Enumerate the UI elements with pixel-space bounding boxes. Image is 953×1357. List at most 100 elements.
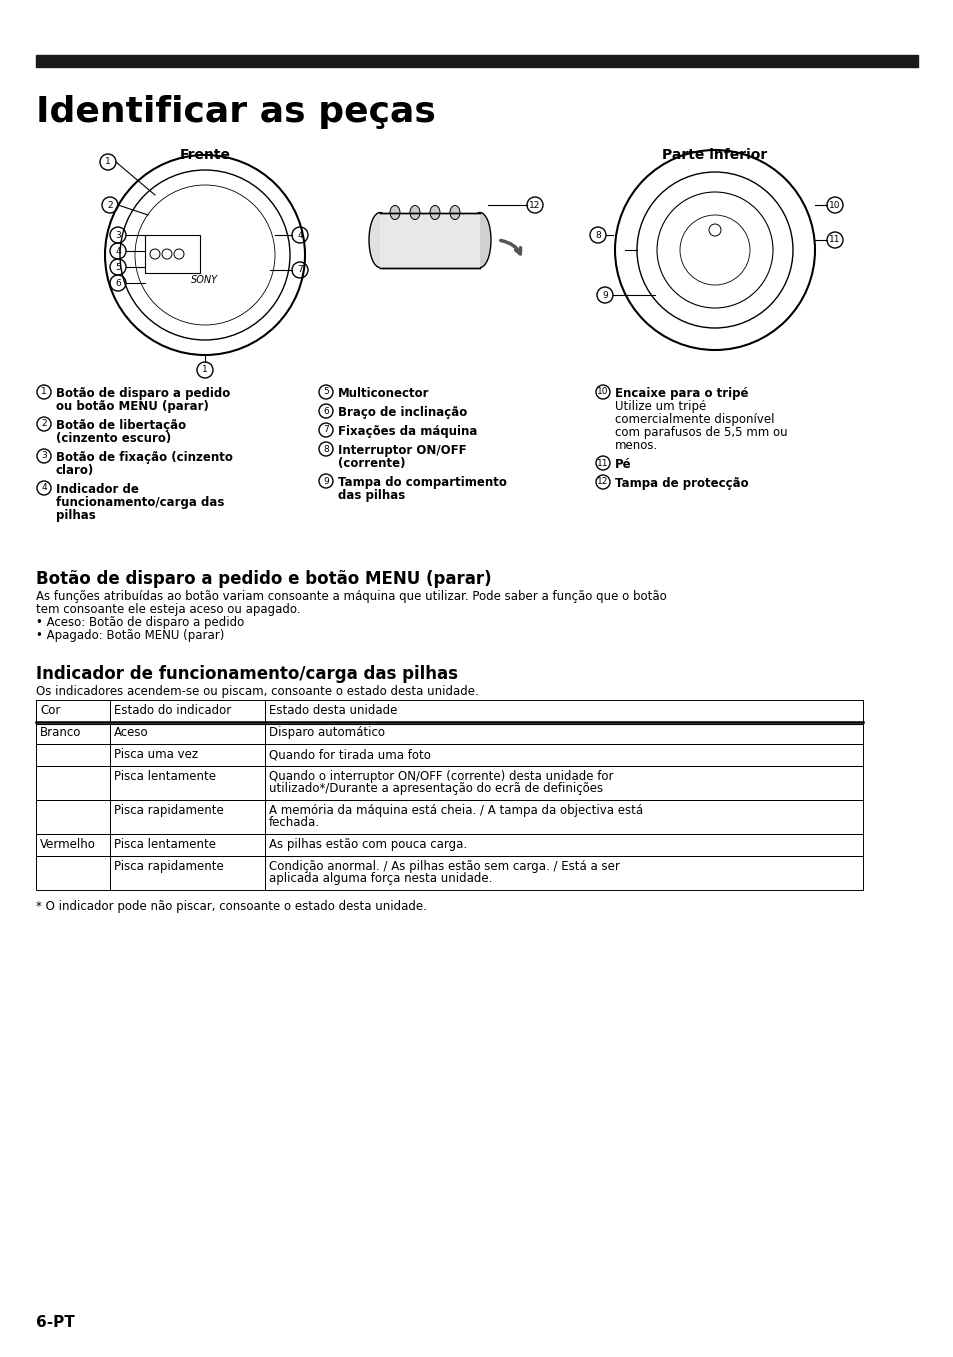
- Text: Parte inferior: Parte inferior: [661, 148, 767, 161]
- Text: (cinzento escuro): (cinzento escuro): [56, 432, 172, 445]
- Bar: [110, 765, 265, 801]
- Bar: [265, 765, 862, 801]
- Text: Tampa de protecção: Tampa de protecção: [615, 478, 748, 490]
- Text: 12: 12: [597, 478, 608, 487]
- Text: 9: 9: [323, 476, 329, 486]
- Text: 11: 11: [828, 236, 840, 244]
- Text: Cor: Cor: [40, 704, 60, 716]
- Text: (corrente): (corrente): [337, 457, 405, 470]
- Bar: [110, 801, 265, 835]
- Ellipse shape: [369, 213, 391, 267]
- Text: 6: 6: [115, 278, 121, 288]
- Text: com parafusos de 5,5 mm ou: com parafusos de 5,5 mm ou: [615, 426, 787, 440]
- Text: Branco: Branco: [40, 726, 81, 740]
- Ellipse shape: [410, 205, 419, 220]
- Text: Identificar as peças: Identificar as peças: [36, 95, 436, 129]
- Text: Tampa do compartimento: Tampa do compartimento: [337, 476, 506, 489]
- Bar: [36, 56, 917, 66]
- Text: Indicador de: Indicador de: [56, 483, 139, 497]
- Text: Botão de libertação: Botão de libertação: [56, 419, 186, 432]
- Text: Disparo automático: Disparo automático: [269, 726, 385, 740]
- Bar: [265, 700, 862, 722]
- Text: 6: 6: [323, 407, 329, 415]
- Text: tem consoante ele esteja aceso ou apagado.: tem consoante ele esteja aceso ou apagad…: [36, 603, 300, 616]
- Bar: [36, 765, 110, 801]
- Text: ou botão MENU (parar): ou botão MENU (parar): [56, 400, 209, 413]
- Text: Pisca rapidamente: Pisca rapidamente: [113, 803, 224, 817]
- Text: 8: 8: [323, 445, 329, 453]
- Text: Condição anormal. / As pilhas estão sem carga. / Está a ser: Condição anormal. / As pilhas estão sem …: [269, 860, 619, 873]
- Text: 4: 4: [41, 483, 47, 493]
- Text: Interruptor ON/OFF: Interruptor ON/OFF: [337, 444, 466, 457]
- Text: As pilhas estão com pouca carga.: As pilhas estão com pouca carga.: [269, 839, 467, 851]
- Text: SONY: SONY: [192, 275, 218, 285]
- Text: utilizado*/Durante a apresentação do ecrã de definições: utilizado*/Durante a apresentação do ecr…: [269, 782, 602, 795]
- Text: Indicador de funcionamento/carga das pilhas: Indicador de funcionamento/carga das pil…: [36, 665, 457, 683]
- Bar: [110, 700, 265, 722]
- Text: 5: 5: [323, 388, 329, 396]
- Text: Utilize um tripé: Utilize um tripé: [615, 400, 705, 413]
- Bar: [36, 801, 110, 835]
- Text: 2: 2: [41, 419, 47, 429]
- Text: Frente: Frente: [179, 148, 231, 161]
- Text: 12: 12: [529, 201, 540, 209]
- Bar: [110, 722, 265, 744]
- Bar: [265, 801, 862, 835]
- Text: das pilhas: das pilhas: [337, 489, 405, 502]
- Text: 11: 11: [597, 459, 608, 468]
- Ellipse shape: [450, 205, 459, 220]
- Text: 8: 8: [595, 231, 600, 239]
- Text: 7: 7: [323, 426, 329, 434]
- Text: 5: 5: [115, 262, 121, 271]
- Text: Fixações da máquina: Fixações da máquina: [337, 425, 476, 438]
- Text: Pé: Pé: [615, 459, 631, 471]
- Text: • Apagado: Botão MENU (parar): • Apagado: Botão MENU (parar): [36, 630, 224, 642]
- Text: Quando for tirada uma foto: Quando for tirada uma foto: [269, 748, 431, 761]
- Text: A memória da máquina está cheia. / A tampa da objectiva está: A memória da máquina está cheia. / A tam…: [269, 803, 642, 817]
- Text: Braço de inclinação: Braço de inclinação: [337, 406, 467, 419]
- Bar: [145, 235, 200, 273]
- Text: As funções atribuídas ao botão variam consoante a máquina que utilizar. Pode sab: As funções atribuídas ao botão variam co…: [36, 590, 666, 603]
- Text: Botão de disparo a pedido: Botão de disparo a pedido: [56, 387, 230, 400]
- Text: Pisca uma vez: Pisca uma vez: [113, 748, 198, 761]
- Text: • Aceso: Botão de disparo a pedido: • Aceso: Botão de disparo a pedido: [36, 616, 244, 630]
- Bar: [36, 722, 110, 744]
- Text: Estado do indicador: Estado do indicador: [113, 704, 231, 716]
- Text: Botão de fixação (cinzento: Botão de fixação (cinzento: [56, 451, 233, 464]
- Text: 3: 3: [115, 231, 121, 239]
- Ellipse shape: [469, 213, 491, 267]
- Bar: [36, 744, 110, 765]
- Text: Botão de disparo a pedido e botão MENU (parar): Botão de disparo a pedido e botão MENU (…: [36, 570, 491, 588]
- Text: 4: 4: [115, 247, 121, 255]
- Text: 9: 9: [601, 290, 607, 300]
- Bar: [110, 856, 265, 890]
- Text: Multiconector: Multiconector: [337, 387, 429, 400]
- Ellipse shape: [390, 205, 399, 220]
- Bar: [265, 722, 862, 744]
- Text: 3: 3: [41, 452, 47, 460]
- Ellipse shape: [430, 205, 439, 220]
- Text: Pisca lentamente: Pisca lentamente: [113, 769, 215, 783]
- Text: 1: 1: [41, 388, 47, 396]
- Text: Encaixe para o tripé: Encaixe para o tripé: [615, 387, 748, 400]
- Text: Quando o interruptor ON/OFF (corrente) desta unidade for: Quando o interruptor ON/OFF (corrente) d…: [269, 769, 613, 783]
- Bar: [110, 744, 265, 765]
- Text: 10: 10: [828, 201, 840, 209]
- Text: 7: 7: [296, 266, 302, 274]
- Text: 2: 2: [107, 201, 112, 209]
- Bar: [379, 213, 479, 267]
- Text: aplicada alguma força nesta unidade.: aplicada alguma força nesta unidade.: [269, 873, 492, 885]
- Text: claro): claro): [56, 464, 94, 478]
- Text: Pisca lentamente: Pisca lentamente: [113, 839, 215, 851]
- Bar: [36, 700, 110, 722]
- Text: 6-PT: 6-PT: [36, 1315, 74, 1330]
- Text: Aceso: Aceso: [113, 726, 149, 740]
- Text: * O indicador pode não piscar, consoante o estado desta unidade.: * O indicador pode não piscar, consoante…: [36, 900, 426, 913]
- Bar: [265, 744, 862, 765]
- Text: 1: 1: [202, 365, 208, 375]
- Bar: [265, 856, 862, 890]
- Text: 10: 10: [597, 388, 608, 396]
- Text: comercialmente disponível: comercialmente disponível: [615, 413, 774, 426]
- Bar: [36, 835, 110, 856]
- Bar: [265, 835, 862, 856]
